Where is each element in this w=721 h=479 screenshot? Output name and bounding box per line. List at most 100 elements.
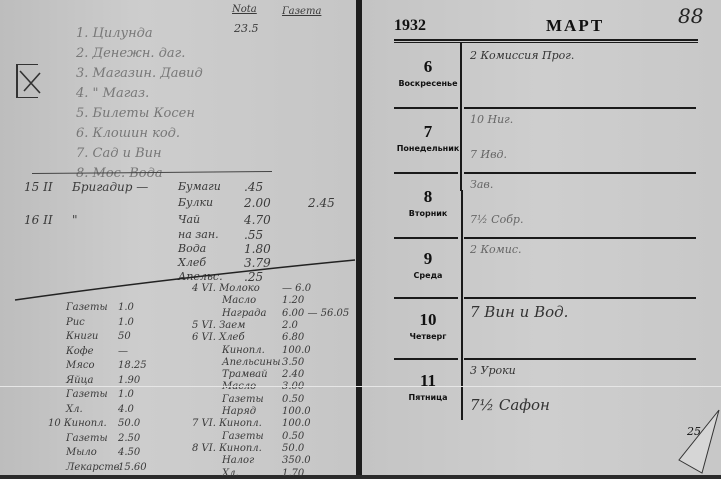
ledger-amount: 100.0	[282, 406, 311, 417]
ledger-amount: 2.00	[244, 196, 271, 210]
ledger-item: Мыло	[66, 447, 97, 458]
ledger-amount: 50.0	[118, 418, 141, 429]
fold-line	[0, 386, 721, 387]
ledger-amount: — 6.0	[282, 283, 312, 294]
row-divider	[464, 172, 696, 174]
ledger-amount: 1.70	[282, 467, 305, 479]
day-name: Среда	[413, 271, 443, 280]
day-note: 7½ Сафон	[470, 396, 550, 414]
ledger-item: Газеты	[222, 393, 264, 405]
ledger-amount: 2.50	[118, 432, 141, 444]
row-divider	[464, 297, 696, 299]
ledger-amount: 1.20	[282, 295, 305, 307]
day-note: 3 Уроки	[470, 364, 516, 377]
list-item: 8. Мос. Вода	[76, 166, 163, 181]
ledger-amount: .45	[244, 180, 264, 194]
ledger-item: Наряд	[222, 406, 257, 417]
list-item: 5. Билеты Косен	[76, 106, 195, 121]
ledger-amount: 4.70	[244, 213, 271, 227]
gutter	[356, 0, 362, 475]
page-number: 88	[678, 4, 704, 28]
day-name: Воскресенье	[398, 79, 458, 88]
header-rule-2	[394, 42, 698, 43]
ledger-amount: 4.0	[118, 403, 134, 415]
ledger-item: Кинопл.	[222, 344, 265, 356]
ledger-amount: 6.80	[282, 332, 305, 344]
right-page: 1932 МАРТ 88 6 Воскресенье 2 Комиссия Прог…	[362, 0, 721, 475]
day-note: 2 Комис.	[470, 243, 522, 256]
ledger-item: Рис	[66, 316, 85, 328]
left-page: Nota Газета 23.5 1. Цилунда 2. Денежн. да…	[0, 0, 356, 479]
list-item: 3. Магазин. Давид	[76, 66, 203, 81]
ledger-amount: 1.80	[244, 242, 271, 256]
header-rule	[394, 39, 698, 41]
ledger-item: Кофе	[66, 345, 94, 357]
ledger-label: Бригадир —	[72, 180, 149, 194]
ledger-amount: 15.60	[118, 461, 147, 473]
ledger-amount: 2.40	[282, 369, 305, 381]
ledger-item: Хлеб	[178, 256, 207, 269]
ledger-item: Газеты	[66, 302, 108, 313]
day-number: 7	[423, 121, 433, 141]
ledger-item: 8 VI. Кинопл.	[192, 442, 262, 454]
day-number: 6	[423, 57, 433, 76]
ledger-item: Вода	[178, 242, 207, 255]
corner-number: 25	[687, 425, 701, 438]
list-item: 6. Клошин код.	[76, 126, 181, 141]
row-divider	[394, 297, 458, 299]
day-note: 10 Ниг.	[470, 113, 514, 126]
ledger-amount: 6.00 — 56.05	[282, 307, 350, 319]
ledger-amount: 3.50	[282, 356, 305, 368]
day-number: 9	[423, 249, 433, 268]
day-note: 7 Вин и Вод.	[470, 303, 569, 321]
ledger-amount: .55	[244, 228, 264, 242]
ledger-item: Налог	[222, 455, 255, 467]
ledger-item: Мясо	[66, 360, 95, 371]
ledger-amount: 18.25	[118, 360, 147, 371]
ledger-item: Булки	[178, 196, 214, 209]
day-note: Зав.	[470, 178, 494, 191]
ledger-amount: 1.0	[118, 302, 134, 313]
header-value: 23.5	[234, 22, 259, 35]
ledger-item: Газеты	[66, 389, 108, 400]
ledger-label: "	[72, 213, 78, 227]
ledger-item: Бумаги	[178, 180, 221, 193]
ledger-item: 7 VI. Кинопл.	[192, 418, 262, 430]
ledger-amount: 1.0	[118, 316, 134, 328]
row-divider	[394, 237, 458, 239]
day-number: 10	[419, 309, 437, 329]
ledger-amount: 50.0	[282, 442, 305, 454]
column-divider	[460, 43, 462, 191]
day-note: 7½ Собр.	[470, 213, 524, 226]
ledger-item: 5 VI. Заем	[192, 319, 246, 331]
day-number: 8	[423, 186, 433, 206]
ledger-amount: 1.90	[118, 374, 141, 386]
row-divider	[464, 107, 696, 109]
row-divider	[394, 107, 458, 109]
ledger-item: Чай	[178, 213, 201, 226]
row-divider	[464, 237, 696, 239]
list-item: 2. Денежн. даг.	[76, 46, 186, 61]
day-note: 7 Ивд.	[470, 148, 507, 161]
ledger-total: 2.45	[308, 196, 335, 210]
column-header-2: Газета	[282, 6, 322, 17]
ledger-amount: 0.50	[282, 430, 305, 442]
ledger-item: Яйца	[66, 374, 94, 386]
row-divider	[464, 358, 696, 360]
ledger-item: 6 VI. Хлеб	[192, 332, 245, 344]
ledger-item: 10 Кинопл.	[48, 418, 107, 429]
ledger-amount: 100.0	[282, 344, 311, 356]
ledger-item: Газеты	[66, 432, 108, 444]
ledger-item: Книги	[66, 331, 99, 342]
ledger-item: Трамвай	[222, 369, 268, 381]
ledger-item: Газеты	[222, 430, 264, 442]
list-item: 7. Сад и Вин	[76, 146, 162, 161]
ledger-item: Масло	[222, 295, 257, 307]
torn-corner	[678, 409, 720, 474]
day-note: 2 Комиссия Прог.	[470, 49, 575, 62]
ledger-amount: 350.0	[282, 455, 311, 467]
ledger-amount: —	[118, 345, 128, 357]
ledger-date: 15 II	[24, 180, 53, 194]
ledger-date: 16 II	[24, 213, 53, 227]
day-name: Вторник	[408, 208, 448, 218]
